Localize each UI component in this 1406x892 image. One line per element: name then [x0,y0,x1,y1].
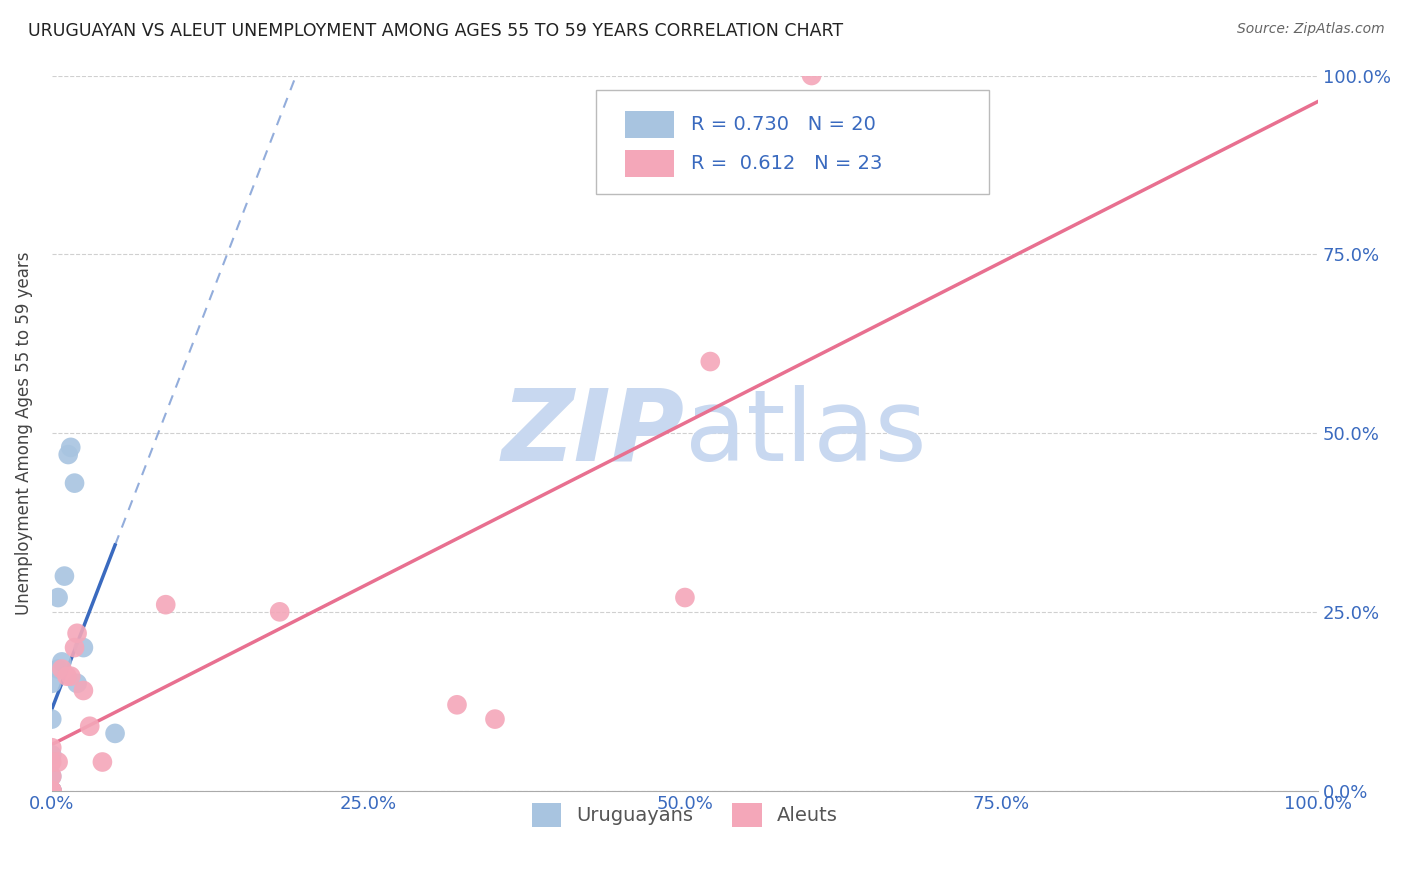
Point [673,591,696,605]
Point [41,783,63,797]
Point [41,769,63,783]
Point [66,626,89,640]
Point [41,783,63,797]
Text: URUGUAYAN VS ALEUT UNEMPLOYMENT AMONG AGES 55 TO 59 YEARS CORRELATION CHART: URUGUAYAN VS ALEUT UNEMPLOYMENT AMONG AG… [28,22,844,40]
Point [269,605,291,619]
Point [155,598,177,612]
FancyBboxPatch shape [626,150,673,178]
Point [41,783,63,797]
Point [41,769,63,783]
Point [41,747,63,762]
Point [41,755,63,769]
Text: R = 0.730   N = 20: R = 0.730 N = 20 [692,115,876,134]
Point [51,655,73,669]
Point [41,783,63,797]
Point [51,662,73,676]
Point [104,726,127,740]
FancyBboxPatch shape [626,111,673,137]
Point [446,698,468,712]
Point [46,662,69,676]
Y-axis label: Unemployment Among Ages 55 to 59 years: Unemployment Among Ages 55 to 59 years [15,252,32,615]
Point [41,783,63,797]
Point [41,783,63,797]
Text: atlas: atlas [685,384,927,482]
Point [59,669,82,683]
Point [91,755,114,769]
Point [41,712,63,726]
Point [41,783,63,797]
Point [63,476,86,491]
Point [46,755,69,769]
Text: ZIP: ZIP [502,384,685,482]
FancyBboxPatch shape [596,90,988,194]
Point [699,354,721,368]
Point [800,69,823,83]
Text: Source: ZipAtlas.com: Source: ZipAtlas.com [1237,22,1385,37]
Legend: Uruguayans, Aleuts: Uruguayans, Aleuts [524,796,846,835]
Point [72,683,94,698]
Point [58,448,80,462]
Text: R =  0.612   N = 23: R = 0.612 N = 23 [692,154,883,173]
Point [53,569,76,583]
Point [41,783,63,797]
Point [41,783,63,797]
Point [63,640,86,655]
Point [72,640,94,655]
Point [41,783,63,797]
Point [79,719,101,733]
Point [41,740,63,755]
Point [46,591,69,605]
Point [66,676,89,690]
Point [41,676,63,690]
Point [56,669,79,683]
Point [59,441,82,455]
Point [484,712,506,726]
